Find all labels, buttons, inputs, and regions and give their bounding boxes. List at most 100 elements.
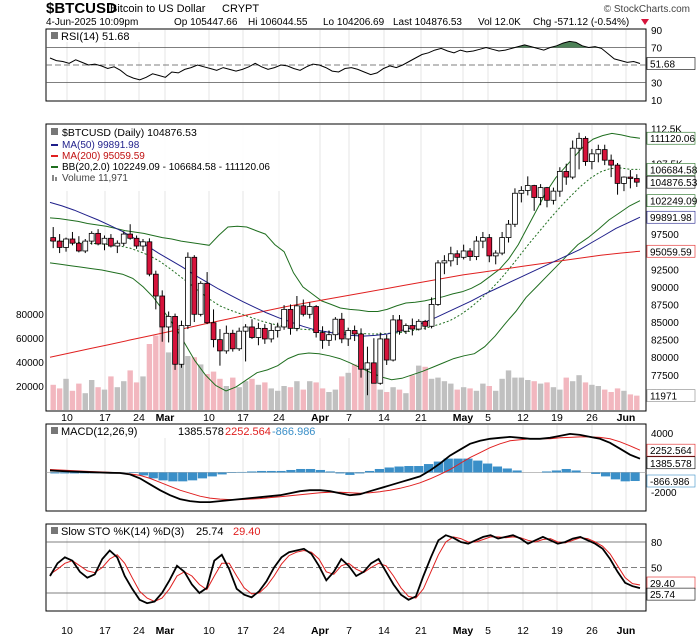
macd-hist-bar [551,470,562,473]
volume-bar [307,381,313,410]
candle-body [300,305,307,315]
volume-bar [326,392,332,410]
candle-body [191,256,198,315]
volume-bar [339,376,345,410]
candle-body [76,242,82,252]
macd-hist-bar [286,469,296,473]
macd-hist-bar [384,467,394,473]
candle-body [454,253,461,258]
x-axis-label: 21 [415,412,427,424]
volume-bar [563,377,569,410]
volume-bar [185,356,191,410]
volume-bar [198,364,204,410]
volume-bar [127,370,133,410]
x-axis-label: Jun [617,625,636,637]
volume-bar [165,352,172,410]
volume-bar [140,376,146,410]
rsi-tick-label: 10 [651,96,663,107]
candle-body [505,223,512,238]
last-price-value: 104876.53 [650,178,698,189]
volume-bar [544,382,550,410]
volume-bar [50,384,56,410]
rsi-tick-label: 70 [651,44,663,55]
volume-tick-label: 60000 [16,334,44,345]
volume-tick-label: 40000 [16,358,44,369]
macd-hist-bar [561,468,571,473]
candle-body [589,153,595,162]
volume-bar [146,344,153,410]
candle-body [447,253,454,262]
candle-body [563,171,570,178]
candle-body [261,327,268,340]
candle-body [486,237,493,257]
volume-bar [390,387,396,410]
x-axis-label: 10 [61,625,73,637]
sto-legend-swatch [51,527,58,534]
candle-body [229,332,236,350]
x-axis-label: 12 [517,412,529,424]
macd-hist-bar [325,471,335,473]
sto-tick-label: 50 [651,564,663,575]
price-tick-label: 92500 [651,265,679,276]
candle-body [467,250,473,257]
candle-body [428,304,435,327]
candle-body [294,305,300,329]
candle-body [332,318,339,336]
volume-bar [525,380,531,410]
candle-body [531,185,538,198]
candle-body [544,187,550,201]
volume-bar [95,387,101,410]
macd-signal-value: 2252.564 [650,446,692,457]
macd-hist-bar [502,468,512,473]
candle-body [133,237,140,247]
candle-body [345,330,352,340]
ma200-value: 95059.59 [650,247,692,258]
x-axis-label: 26 [586,625,598,637]
macd-hist-bar [620,472,630,482]
x-axis-label: May [453,412,474,424]
candle-body [268,330,275,340]
macd-hist-bar [630,472,640,482]
x-axis-label: 24 [273,625,285,637]
sto-d-value-label: 29.40 [650,579,675,590]
x-axis-label: 17 [99,412,111,424]
ma50-value: 99891.98 [650,213,692,224]
volume-tick-label: 20000 [16,382,44,393]
candle-body [512,192,518,225]
candle-body [120,233,127,244]
macd-hist-bar [276,470,286,473]
x-axis-label: 26 [586,412,598,424]
x-axis-label: 17 [99,625,111,637]
candle-body [146,241,153,275]
candle-body [204,282,210,324]
candle-body [351,330,358,335]
x-axis-label: 5 [485,412,491,424]
candle-body [140,241,146,247]
candle-body [480,237,486,242]
candle-body [50,237,57,242]
candle-body [313,306,319,333]
volume-bar [608,392,614,410]
macd-hist-bar [79,472,90,474]
volume-bar [274,390,281,410]
candle-body [550,190,557,201]
macd-hist-bar [305,468,316,473]
macd-hist-bar [512,470,522,473]
volume-bar [537,383,544,410]
volume-legend: Volume 11,971 [62,173,128,184]
candle-body [236,330,243,350]
candle-body [338,318,345,340]
bb-lower-line [49,200,641,392]
rsi-line [49,40,641,81]
change-label: Chg -571.12 (-0.54%) [533,17,629,28]
candle-body [197,282,204,315]
volume-bar [249,378,255,410]
macd-hist-bar [217,472,227,475]
candle-body [88,232,95,242]
candle-body [377,338,384,384]
sto-d-value: 29.40 [233,526,261,538]
volume-bar [63,378,69,410]
copyright-label: © StockCharts.com [604,4,690,15]
rsi-tick-label: 90 [651,26,663,37]
volume-bar [351,364,358,410]
